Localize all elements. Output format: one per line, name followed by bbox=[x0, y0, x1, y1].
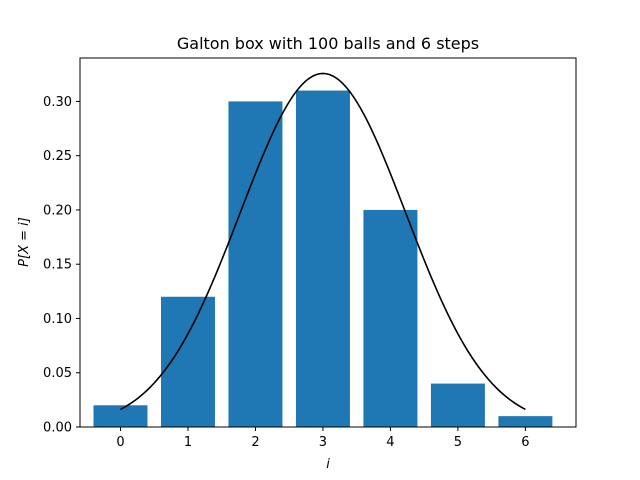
y-axis-label: P[X = i] bbox=[17, 217, 32, 267]
bar-0 bbox=[93, 405, 148, 427]
x-axis: 0 1 2 3 4 5 6 bbox=[116, 427, 530, 450]
normal-curve-line bbox=[120, 72, 526, 411]
bar-5 bbox=[430, 383, 485, 427]
y-tick-label: 0.05 bbox=[43, 366, 72, 381]
x-axis-label: i bbox=[326, 457, 330, 472]
y-tick-label: 0.25 bbox=[43, 149, 72, 164]
x-tick-label: 5 bbox=[454, 435, 462, 450]
x-tick-label: 3 bbox=[319, 435, 327, 450]
bar-4 bbox=[363, 209, 418, 427]
x-tick-label: 4 bbox=[386, 435, 394, 450]
bar-3 bbox=[295, 90, 350, 427]
y-tick-label: 0.15 bbox=[43, 258, 72, 273]
chart-title: Galton box with 100 balls and 6 steps bbox=[177, 34, 479, 53]
y-tick-label: 0.30 bbox=[43, 95, 72, 110]
y-tick-label: 0.10 bbox=[43, 312, 72, 327]
y-tick-label: 0.00 bbox=[43, 421, 72, 436]
y-axis: 0.00 0.05 0.10 0.15 0.20 0.25 0.30 bbox=[43, 95, 80, 436]
x-tick-label: 1 bbox=[184, 435, 192, 450]
bar-6 bbox=[498, 416, 553, 427]
x-tick-label: 2 bbox=[251, 435, 259, 450]
x-tick-label: 6 bbox=[521, 435, 529, 450]
plot-frame bbox=[79, 57, 577, 428]
y-tick-label: 0.20 bbox=[43, 203, 72, 218]
curve-group bbox=[120, 72, 526, 411]
bar-1 bbox=[160, 296, 215, 427]
x-tick-label: 0 bbox=[116, 435, 124, 450]
bar-2 bbox=[228, 101, 283, 427]
